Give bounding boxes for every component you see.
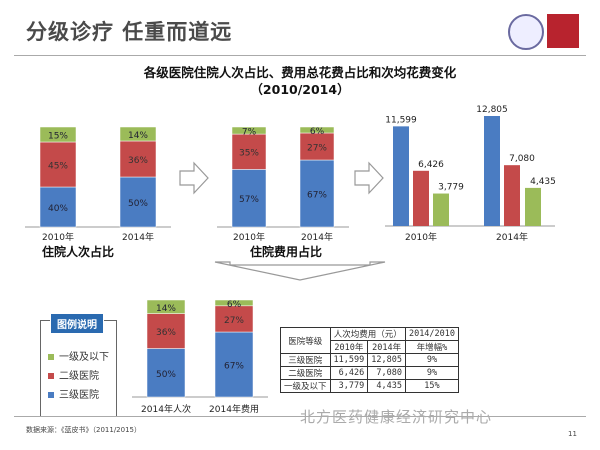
bar-value: 4,435 — [530, 177, 556, 187]
chart-title: 各级医院住院人次占比、费用总花费占比和次均花费变化 — [143, 65, 457, 80]
bar — [484, 116, 500, 226]
right-arrow-icon — [179, 161, 209, 195]
bar-label: 7% — [242, 128, 257, 138]
brand-logo — [547, 14, 579, 48]
category-label: 2010年 — [42, 231, 74, 243]
bar-segment — [119, 176, 157, 228]
category-label: 2014年费用 — [209, 403, 259, 415]
slide-title: 分级诊疗 任重而道远 — [26, 20, 233, 44]
cost-table: 医院等级 人次均费用（元） 2014/2010 2010年 2014年 年增幅% 三级医… — [280, 327, 460, 393]
legend-item-primary: 一级及以下 — [48, 348, 109, 363]
bar-segment — [299, 132, 335, 161]
bar-segment — [299, 126, 335, 134]
bar-label: 50% — [128, 199, 148, 209]
bar-segment — [214, 331, 254, 398]
bar-value: 12,805 — [476, 105, 508, 115]
legend-title: 图例说明 — [50, 313, 104, 334]
bar-label: 27% — [307, 144, 327, 154]
bar-label: 67% — [307, 191, 327, 201]
table-row: 一级及以下 3,779 4,435 15% — [280, 379, 460, 393]
bar — [393, 126, 409, 226]
right-arrow-icon — [354, 161, 384, 195]
bar-label: 45% — [48, 162, 68, 172]
category-label: 2010年 — [405, 231, 437, 243]
bar-segment — [299, 159, 335, 228]
bar-label: 36% — [156, 328, 176, 338]
chart-period: （2010/2014） — [250, 82, 350, 97]
watermark: 北方医药健康经济研究中心 — [300, 408, 493, 426]
table-row: 二级医院 6,426 7,080 9% — [280, 366, 460, 380]
bar-label: 6% — [227, 300, 242, 310]
bar-segment — [119, 126, 157, 142]
bar-segment — [39, 126, 77, 143]
footer-divider — [14, 416, 586, 417]
bar-segment — [146, 313, 186, 349]
bar-value: 6,426 — [418, 160, 444, 170]
bar-label: 57% — [239, 195, 259, 205]
bar-label: 40% — [48, 204, 68, 214]
divider — [14, 55, 586, 56]
bar-segment — [146, 348, 186, 398]
bar-segment — [214, 299, 254, 307]
page-number: 11 — [568, 430, 577, 438]
bar — [433, 193, 449, 226]
bar-value: 7,080 — [509, 154, 535, 164]
bar-label: 15% — [48, 132, 68, 142]
data-source: 数据来源：《蓝皮书》（2011/2015） — [26, 426, 141, 434]
bar-segment — [231, 169, 267, 228]
bar-label: 27% — [224, 316, 244, 326]
bar-label: 67% — [224, 362, 244, 372]
bar-label: 6% — [310, 127, 325, 137]
bar-segment — [214, 305, 254, 333]
legend-item-secondary: 二级医院 — [48, 367, 99, 382]
bar-label: 14% — [128, 131, 148, 141]
legend-item-tertiary: 三级医院 — [48, 386, 99, 401]
down-arrow-icon — [214, 261, 386, 281]
bar-segment — [231, 133, 267, 170]
bar — [413, 170, 429, 226]
bar-segment — [231, 126, 267, 135]
bar-value: 3,779 — [438, 183, 464, 193]
bar-segment — [39, 186, 77, 228]
bar-label: 50% — [156, 370, 176, 380]
category-label: 2014年人次 — [141, 403, 191, 415]
category-label: 2014年 — [301, 231, 333, 243]
chart2-title: 住院费用占比 — [250, 245, 323, 259]
chart1-title: 住院人次占比 — [42, 245, 115, 259]
university-logo — [508, 14, 544, 50]
bar — [504, 165, 520, 226]
bar-label: 14% — [156, 304, 176, 314]
bar-value: 11,599 — [385, 115, 417, 125]
bar-label: 36% — [128, 156, 148, 166]
bar-segment — [146, 299, 186, 314]
bar-label: 35% — [239, 149, 259, 159]
bar — [525, 187, 541, 226]
table-row: 三级医院 11,599 12,805 9% — [280, 353, 460, 367]
bar-segment — [39, 141, 77, 188]
category-label: 2014年 — [496, 231, 528, 243]
category-label: 2014年 — [122, 231, 154, 243]
category-label: 2010年 — [233, 231, 265, 243]
